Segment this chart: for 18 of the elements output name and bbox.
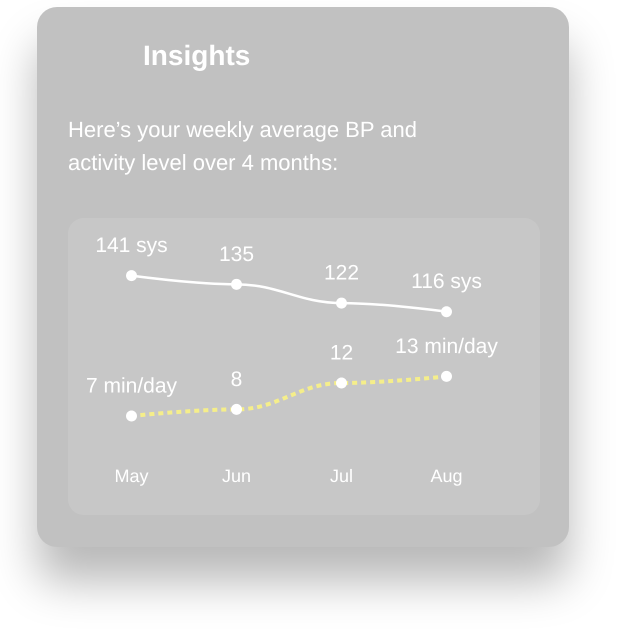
point (441, 306, 452, 318)
x-tick-label: Aug (430, 466, 463, 486)
data-label: 12 (330, 342, 354, 364)
data-label: 135 (218, 242, 254, 266)
point (231, 278, 242, 290)
point (126, 270, 137, 282)
data-label: 141 sys (95, 234, 168, 258)
data-label: 122 (324, 262, 360, 285)
x-tick-label: Jun (222, 466, 252, 486)
data-label: 13 min/day (395, 334, 498, 358)
data-label: 7 min/day (86, 374, 178, 398)
x-tick-label: Jul (330, 466, 354, 486)
point (336, 298, 347, 309)
x-tick-label: May (114, 466, 149, 486)
chart-title: Insights (143, 39, 250, 73)
data-label: 8 (230, 368, 242, 391)
chart-subtitle: Here’s your weekly average BP and activity level over 4 months: (68, 116, 418, 177)
data-label: 116 sys (411, 270, 482, 294)
